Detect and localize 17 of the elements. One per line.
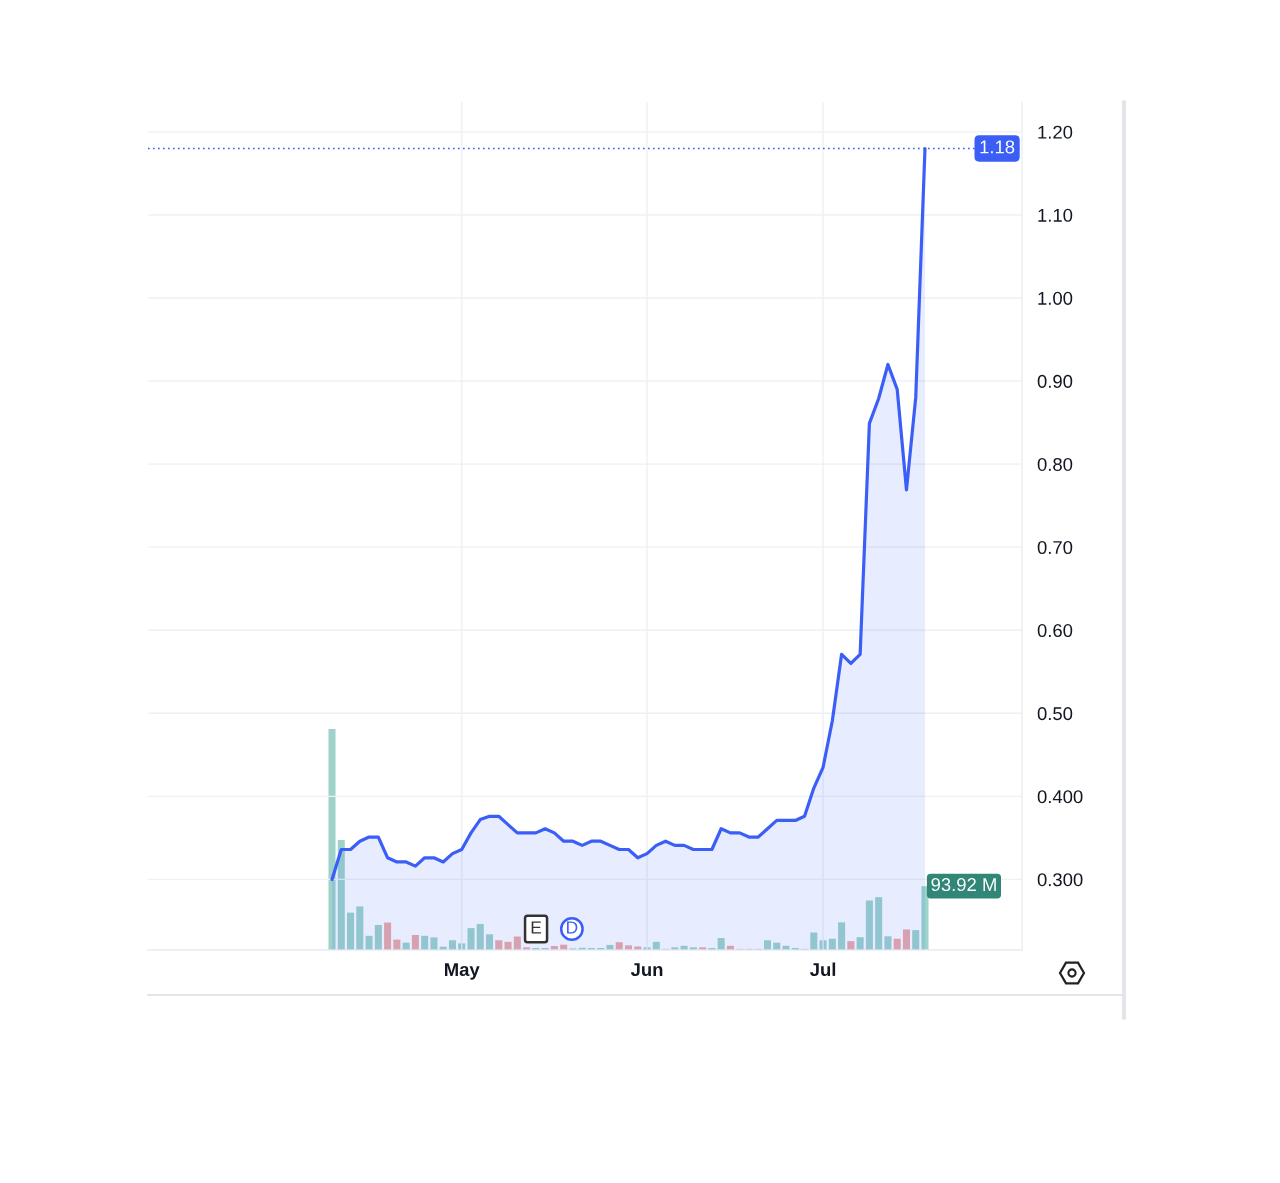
annotation: D [567, 921, 578, 934]
text: 93.92 M [931, 878, 996, 892]
y-tick-label: 0.400 [1037, 790, 1083, 804]
y-tick-label: 0.70 [1037, 540, 1073, 555]
x-tick-label: Jul [810, 962, 836, 977]
y-tick-label: 1.20 [1038, 125, 1073, 139]
x-tick-label: Jun [630, 963, 663, 977]
y-tick-label: 0.50 [1037, 707, 1073, 721]
y-tick-label: 1.00 [1038, 291, 1073, 305]
y-tick-label: 0.90 [1037, 374, 1073, 388]
y-tick-label: 0.60 [1037, 624, 1073, 638]
y-tick-label: 1.10 [1038, 208, 1073, 222]
ref-line-label: 1.18 [980, 140, 1015, 154]
y-tick-label: 0.80 [1037, 457, 1073, 471]
annotation: E [531, 921, 542, 934]
x-tick-label: May [444, 963, 480, 980]
y-tick-label: 0.300 [1037, 873, 1083, 887]
